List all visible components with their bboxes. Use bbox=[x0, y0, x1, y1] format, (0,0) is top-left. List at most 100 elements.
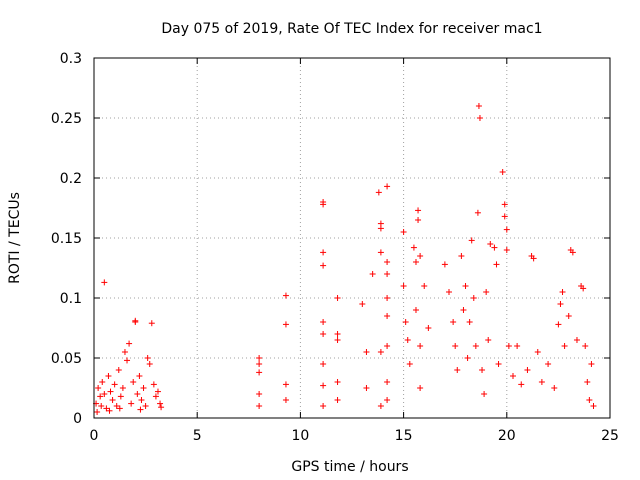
data-point bbox=[470, 295, 477, 301]
data-point bbox=[334, 397, 341, 403]
data-point bbox=[334, 295, 341, 301]
x-tick-label: 25 bbox=[601, 428, 619, 444]
data-point bbox=[417, 343, 424, 349]
data-point bbox=[334, 379, 341, 385]
data-point bbox=[417, 385, 424, 391]
x-tick-label: 20 bbox=[498, 428, 516, 444]
data-point bbox=[503, 226, 510, 233]
data-point bbox=[384, 313, 391, 319]
data-point bbox=[481, 391, 488, 397]
data-point bbox=[363, 349, 370, 355]
data-point bbox=[334, 337, 341, 343]
data-point bbox=[142, 403, 149, 409]
data-point bbox=[124, 357, 131, 364]
data-point bbox=[559, 289, 566, 295]
data-point bbox=[400, 283, 407, 289]
data-point bbox=[499, 169, 506, 175]
axis-ticks: 0 5 10 15 20 25 0 0.05 0.1 0.15 0.2 0.25 0.3 bbox=[51, 51, 619, 444]
data-point bbox=[384, 183, 391, 190]
data-points bbox=[93, 103, 597, 415]
data-point bbox=[363, 385, 370, 391]
data-point bbox=[475, 103, 482, 109]
data-point bbox=[320, 249, 327, 256]
y-tick-label: 0 bbox=[73, 411, 82, 427]
data-point bbox=[97, 393, 104, 400]
data-point bbox=[140, 385, 147, 391]
data-point bbox=[282, 381, 289, 388]
data-point bbox=[256, 391, 263, 397]
data-point bbox=[493, 261, 500, 268]
data-point bbox=[384, 271, 391, 277]
data-point bbox=[320, 262, 327, 269]
y-tick-label: 0.25 bbox=[51, 111, 82, 127]
data-point bbox=[158, 404, 165, 411]
grid bbox=[94, 58, 610, 418]
data-point bbox=[111, 381, 118, 388]
data-point bbox=[584, 379, 591, 385]
data-point bbox=[377, 249, 384, 256]
data-point bbox=[485, 337, 492, 343]
data-point bbox=[377, 403, 384, 409]
y-tick-label: 0.05 bbox=[51, 351, 82, 367]
data-point bbox=[369, 271, 376, 277]
data-point bbox=[561, 343, 568, 349]
data-point bbox=[551, 385, 558, 391]
data-point bbox=[590, 403, 597, 409]
chart-title: Day 075 of 2019, Rate Of TEC Index for r… bbox=[161, 21, 542, 37]
data-point bbox=[406, 361, 413, 367]
data-point bbox=[146, 361, 153, 367]
data-point bbox=[402, 319, 409, 325]
data-point bbox=[464, 355, 471, 361]
data-point bbox=[136, 373, 143, 379]
data-point bbox=[487, 241, 494, 247]
data-point bbox=[501, 213, 508, 220]
data-point bbox=[460, 307, 467, 313]
data-point bbox=[384, 397, 391, 403]
data-point bbox=[105, 373, 112, 379]
data-point bbox=[412, 307, 419, 313]
data-point bbox=[524, 367, 531, 373]
y-axis-title: ROTI / TECUs bbox=[7, 192, 23, 284]
data-point bbox=[94, 409, 101, 415]
data-point bbox=[95, 385, 102, 391]
data-point bbox=[154, 388, 161, 395]
data-point bbox=[384, 379, 391, 385]
data-point bbox=[109, 397, 116, 403]
data-point bbox=[152, 393, 159, 400]
data-point bbox=[505, 343, 512, 349]
data-point bbox=[138, 397, 145, 403]
data-point bbox=[98, 403, 105, 409]
data-point bbox=[126, 340, 133, 347]
data-point bbox=[113, 403, 120, 409]
data-point bbox=[514, 343, 521, 349]
data-point bbox=[107, 388, 114, 395]
data-point bbox=[320, 361, 327, 367]
data-point bbox=[538, 379, 545, 385]
data-point bbox=[580, 285, 587, 292]
data-point bbox=[334, 331, 341, 337]
data-point bbox=[106, 407, 113, 414]
x-tick-label: 10 bbox=[291, 428, 309, 444]
data-point bbox=[557, 301, 564, 307]
data-point bbox=[144, 355, 151, 361]
data-point bbox=[534, 349, 541, 355]
data-point bbox=[586, 397, 593, 403]
data-point bbox=[128, 400, 135, 407]
data-point bbox=[384, 295, 391, 301]
data-point bbox=[256, 361, 263, 367]
data-point bbox=[377, 225, 384, 232]
data-point bbox=[359, 301, 366, 307]
data-point bbox=[415, 207, 422, 214]
data-point bbox=[134, 391, 141, 397]
data-point bbox=[483, 289, 490, 295]
data-point bbox=[518, 381, 525, 388]
data-point bbox=[466, 319, 473, 325]
data-point bbox=[256, 403, 263, 409]
data-point bbox=[115, 367, 122, 373]
data-point bbox=[458, 253, 465, 259]
data-point bbox=[101, 279, 108, 286]
data-point bbox=[582, 343, 589, 349]
data-point bbox=[415, 217, 422, 223]
x-tick-label: 5 bbox=[193, 428, 202, 444]
data-point bbox=[565, 313, 572, 319]
